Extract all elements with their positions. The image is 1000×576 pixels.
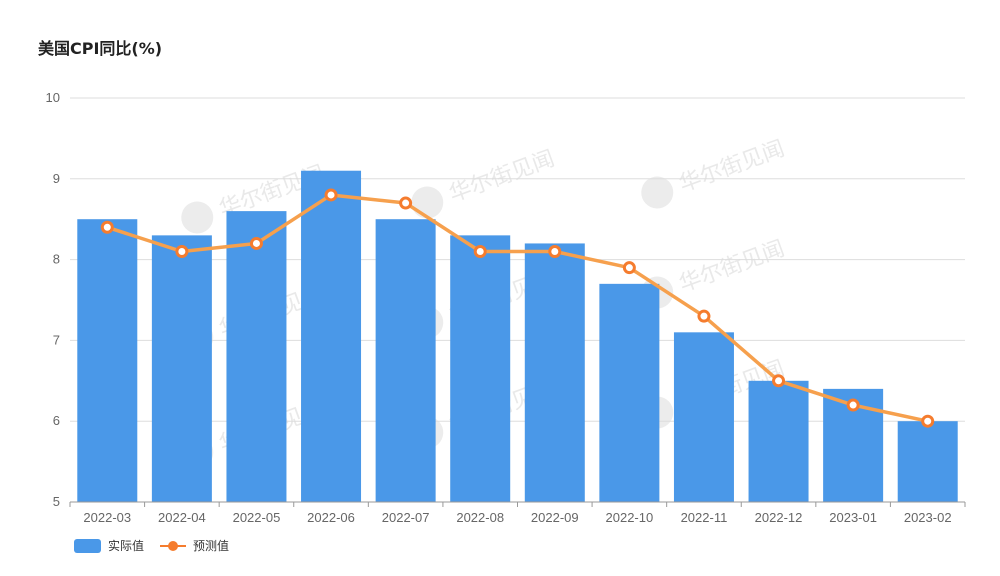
line-point: [175, 245, 189, 259]
x-tick-label: 2022-07: [382, 510, 430, 525]
y-tick-label: 6: [53, 413, 60, 428]
line-point: [921, 414, 935, 428]
line-point: [473, 245, 487, 259]
x-tick-label: 2022-10: [606, 510, 654, 525]
y-tick-label: 7: [53, 332, 60, 347]
bar: [897, 421, 958, 502]
chart-title: 美国CPI同比(%): [38, 39, 163, 58]
x-tick-label: 2022-09: [531, 510, 579, 525]
watermark-text: 华尔街见闻: [676, 136, 788, 197]
watermark: 华尔街见闻: [641, 136, 788, 209]
bar: [450, 235, 511, 503]
bar: [226, 211, 287, 502]
grid-lines: [70, 97, 965, 422]
y-tick-label: 5: [53, 494, 60, 509]
line-point: [100, 220, 114, 234]
bar-series: [77, 170, 958, 503]
watermark: 华尔街见闻: [411, 146, 558, 219]
bar: [375, 219, 436, 502]
line-point: [548, 245, 562, 259]
x-tick-label: 2022-04: [158, 510, 206, 525]
watermark-logo-icon: [641, 176, 674, 209]
bar: [77, 219, 138, 502]
y-axis: 5 6 7 8 9 10: [46, 90, 60, 509]
x-tick-label: 2022-03: [83, 510, 131, 525]
legend: 实际值 预测值: [74, 538, 229, 553]
line-point: [249, 236, 263, 250]
x-tick-label: 2022-11: [681, 510, 728, 525]
line-point: [622, 261, 636, 275]
bar: [599, 283, 660, 502]
line-point: [324, 188, 338, 202]
line-point: [697, 309, 711, 323]
line-series: [100, 188, 935, 428]
x-tick-label: 2023-02: [904, 510, 952, 525]
x-tick-label: 2022-06: [307, 510, 355, 525]
x-axis: 2022-03 2022-04 2022-05 2022-06 2022-07 2022-…: [69, 501, 966, 525]
line-point: [399, 196, 413, 210]
bar: [673, 332, 734, 502]
watermark: 华尔街见闻: [641, 236, 788, 309]
forecast-line: [106, 193, 929, 423]
y-tick-label: 10: [46, 90, 60, 105]
x-tick-label: 2022-08: [456, 510, 504, 525]
legend-label-actual: 实际值: [108, 538, 144, 553]
y-tick-label: 9: [53, 171, 60, 186]
x-tick-label: 2023-01: [829, 510, 877, 525]
x-tick-label: 2022-05: [233, 510, 281, 525]
legend-bar-swatch: [74, 539, 101, 553]
watermark-text: 华尔街见闻: [676, 236, 788, 297]
watermark-logo-icon: [181, 201, 214, 234]
x-tick-label: 2022-12: [755, 510, 803, 525]
line-point: [846, 398, 860, 412]
watermark-text: 华尔街见闻: [446, 146, 558, 207]
line-point: [772, 374, 786, 388]
legend-line-marker: [168, 541, 178, 551]
bar: [151, 235, 212, 503]
bar: [748, 380, 809, 502]
bar: [301, 170, 362, 502]
bar: [524, 243, 585, 502]
y-tick-label: 8: [53, 252, 60, 267]
legend-label-forecast: 预测值: [193, 538, 229, 553]
